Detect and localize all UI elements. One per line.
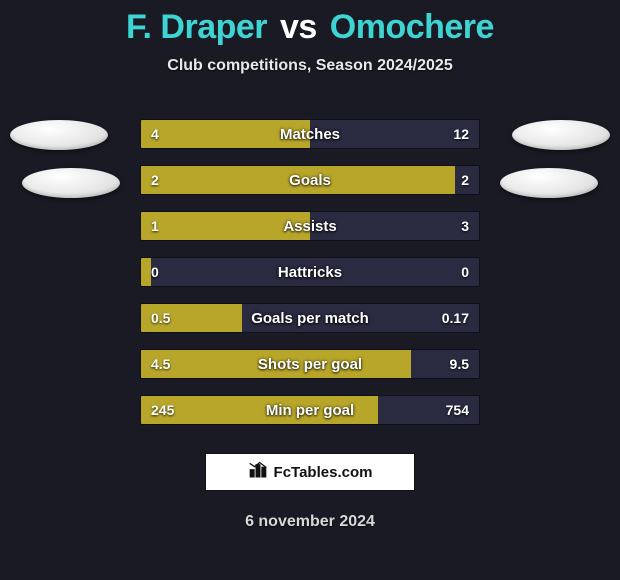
stat-row: Hattricks00: [140, 257, 480, 287]
attribution-text: FcTables.com: [274, 464, 373, 481]
player2-name: Omochere: [330, 8, 494, 46]
bar-chart-icon: [248, 460, 268, 484]
player2-badge-2: [500, 168, 598, 198]
stat-row: Shots per goal4.59.5: [140, 349, 480, 379]
player1-badge-1: [10, 120, 108, 150]
stat-row: Matches412: [140, 119, 480, 149]
stat-bar-right-fill: [455, 166, 479, 194]
stat-bar-left-fill: [141, 120, 310, 148]
stat-bar-right-fill: [151, 258, 479, 286]
stat-bar-right-fill: [310, 120, 479, 148]
stat-bar-right-fill: [378, 396, 479, 424]
stat-bar-left-fill: [141, 396, 378, 424]
stat-bar-right-fill: [242, 304, 479, 332]
footer-date: 6 november 2024: [0, 513, 620, 531]
attribution-badge: FcTables.com: [205, 453, 415, 491]
player1-name: F. Draper: [126, 8, 267, 46]
vs-separator: vs: [280, 8, 317, 46]
comparison-title: F. Draper vs Omochere: [0, 0, 620, 47]
stat-bar-left-fill: [141, 212, 310, 240]
stat-bar-right-fill: [411, 350, 479, 378]
stat-bar-left-fill: [141, 350, 411, 378]
stat-bar-left-fill: [141, 258, 151, 286]
stat-row: Assists13: [140, 211, 480, 241]
player1-badge-2: [22, 168, 120, 198]
stat-row: Min per goal245754: [140, 395, 480, 425]
competition-subtitle: Club competitions, Season 2024/2025: [0, 57, 620, 75]
stat-bar-right-fill: [310, 212, 479, 240]
stat-bar-left-fill: [141, 304, 242, 332]
stat-bar-left-fill: [141, 166, 455, 194]
stat-rows-container: Matches412 Goals22 Assists13 Hattricks00 Goa…: [140, 119, 480, 425]
stat-row: Goals per match0.50.17: [140, 303, 480, 333]
player2-badge-1: [512, 120, 610, 150]
stat-row: Goals22: [140, 165, 480, 195]
